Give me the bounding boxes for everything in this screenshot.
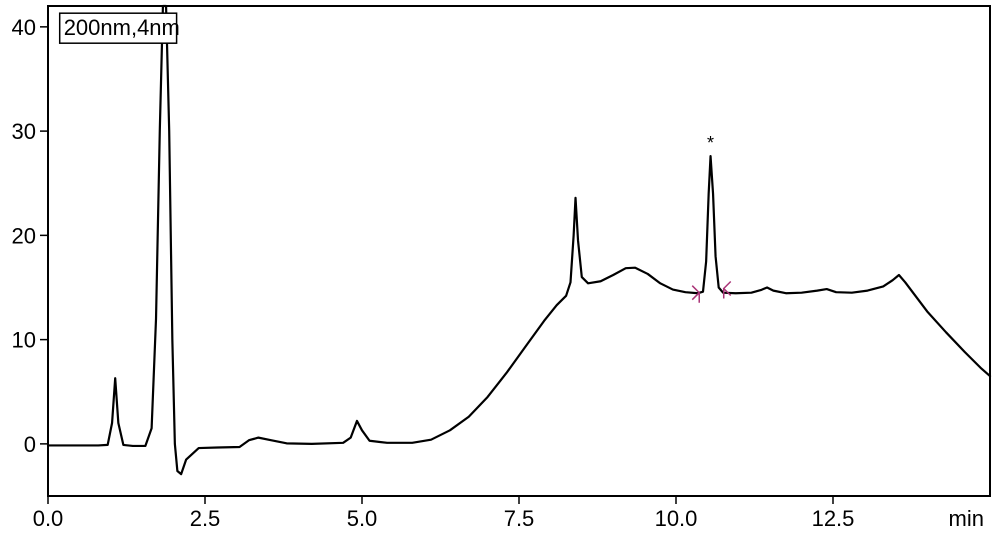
- peak-integration-marker: [724, 282, 731, 299]
- x-axis-label: min: [949, 506, 984, 531]
- legend-text: 200nm,4nm: [64, 15, 180, 40]
- x-tick-label: 2.5: [190, 506, 221, 531]
- x-tick-label: 12.5: [812, 506, 855, 531]
- peak-star-marker: *: [707, 133, 714, 153]
- y-tick-label: 40: [12, 15, 36, 40]
- x-tick-label: 7.5: [504, 506, 535, 531]
- x-tick-label: 5.0: [347, 506, 378, 531]
- peak-integration-marker: [692, 286, 699, 303]
- chromatogram-trace: [48, 6, 990, 474]
- y-tick-label: 0: [24, 432, 36, 457]
- y-tick-label: 20: [12, 223, 36, 248]
- x-tick-label: 0.0: [33, 506, 64, 531]
- x-tick-label: 10.0: [655, 506, 698, 531]
- y-tick-label: 30: [12, 119, 36, 144]
- y-tick-label: 10: [12, 328, 36, 353]
- plot-frame: [48, 6, 990, 496]
